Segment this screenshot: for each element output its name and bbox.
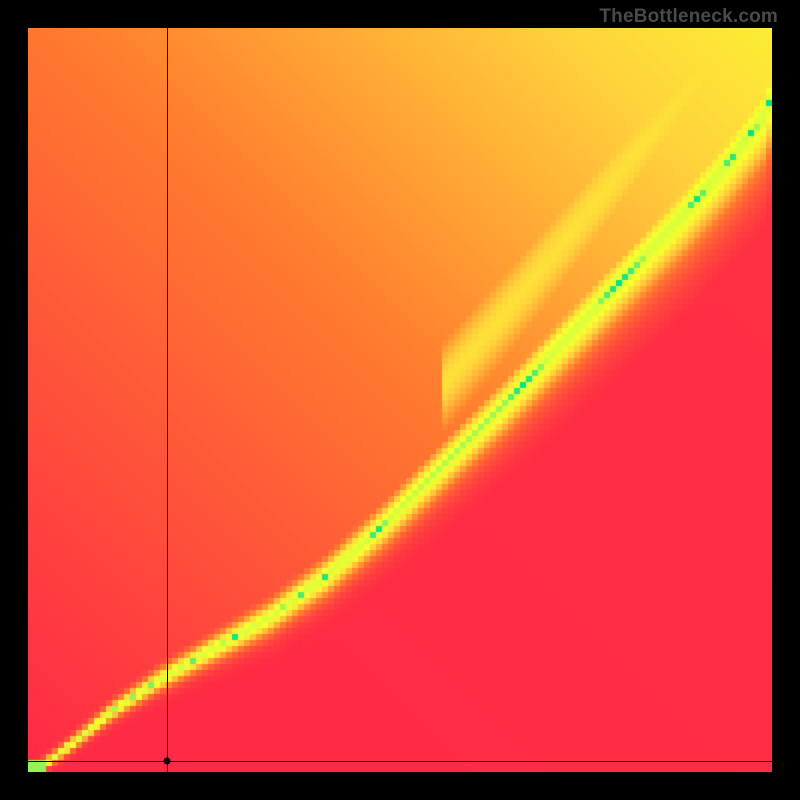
heatmap-canvas <box>28 28 772 772</box>
heatmap-plot <box>28 28 772 772</box>
watermark-text: TheBottleneck.com <box>599 6 778 28</box>
